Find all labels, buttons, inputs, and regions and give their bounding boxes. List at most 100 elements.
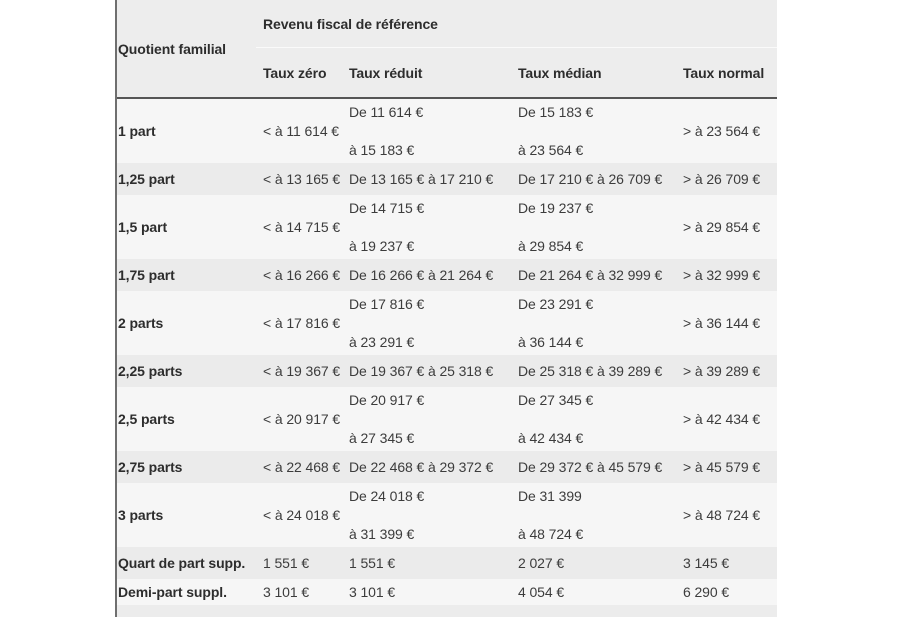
- cell-line: De 23 291 €: [518, 296, 594, 312]
- cell-line: 3 101 €: [349, 584, 396, 600]
- cell-line: De 17 210 € à 26 709 €: [518, 171, 663, 187]
- cell-line: à 27 345 €: [349, 430, 415, 446]
- cell-taux-median: 2 027 €: [511, 547, 676, 579]
- cell-line: à 48 724 €: [518, 526, 584, 542]
- column-header-taux-median: Taux médian: [518, 64, 602, 81]
- cell-taux-zero: < à 13 165 €: [263, 171, 341, 187]
- cell-taux-zero: < à 16 266 €: [263, 267, 341, 283]
- cell-line: 2 027 €: [518, 555, 565, 571]
- row-label: 2,25 parts: [118, 363, 183, 379]
- table-row: Demi-part suppl. 3 101 € 3 101 € 4 054 €…: [117, 579, 777, 605]
- cell-taux-median: De 27 345 € à 42 434 €: [511, 387, 676, 451]
- header-right-section: Revenu fiscal de référence Taux zéro Tau…: [256, 0, 777, 97]
- cell-line: De 11 614 €: [349, 104, 424, 120]
- cell-line: De 24 018 €: [349, 488, 425, 504]
- cell-line: De 31 399: [518, 488, 582, 504]
- row-label: 2,75 parts: [118, 459, 183, 475]
- cell-taux-normal: > à 32 999 €: [683, 267, 761, 283]
- cell-line: De 13 165 € à 17 210 €: [349, 171, 494, 187]
- row-label: 1 part: [118, 123, 156, 139]
- cell-line: De 29 372 € à 45 579 €: [518, 459, 663, 475]
- cell-taux-median: De 15 183 € à 23 564 €: [511, 99, 676, 163]
- cell-taux-median: 4 054 €: [511, 579, 676, 605]
- cell-taux-zero: < à 20 917 €: [263, 411, 341, 427]
- cell-line: à 31 399 €: [349, 526, 415, 542]
- corner-header-quotient-familial: Quotient familial: [118, 40, 226, 57]
- cell-taux-median: De 23 291 € à 36 144 €: [511, 291, 676, 355]
- cell-line: De 16 266 € à 21 264 €: [349, 267, 494, 283]
- cell-taux-reduit: De 17 816 € à 23 291 €: [342, 291, 511, 355]
- cell-line: De 14 715 €: [349, 200, 425, 216]
- column-header-taux-reduit: Taux réduit: [349, 64, 423, 81]
- row-label: 3 parts: [118, 507, 164, 523]
- cell-taux-reduit: 3 101 €: [342, 579, 511, 605]
- cell-taux-normal: 3 145 €: [683, 555, 730, 571]
- cell-taux-normal: > à 48 724 €: [683, 507, 761, 523]
- cell-line: 1 551 €: [349, 555, 396, 571]
- table-row: 1,5 part < à 14 715 € De 14 715 € à 19 23…: [117, 195, 777, 259]
- cell-taux-normal: > à 45 579 €: [683, 459, 761, 475]
- cell-line: De 17 816 €: [349, 296, 425, 312]
- table-row: 2 parts < à 17 816 € De 17 816 € à 23 291…: [117, 291, 777, 355]
- row-label: Quart de part supp.: [118, 555, 246, 571]
- cell-taux-zero: 1 551 €: [263, 555, 310, 571]
- cell-taux-normal: > à 23 564 €: [683, 123, 761, 139]
- cell-taux-normal: > à 42 434 €: [683, 411, 761, 427]
- row-label: 2,5 parts: [118, 411, 175, 427]
- cell-line: De 15 183 €: [518, 104, 594, 120]
- table-row: 2,25 parts < à 19 367 € De 19 367 € à 25…: [117, 355, 777, 387]
- cell-line: De 22 468 € à 29 372 €: [349, 459, 494, 475]
- cell-taux-normal: 6 290 €: [683, 584, 730, 600]
- cell-taux-zero: < à 19 367 €: [263, 363, 341, 379]
- cell-taux-zero: < à 11 614 €: [263, 123, 339, 139]
- cell-taux-reduit: De 16 266 € à 21 264 €: [342, 259, 511, 291]
- table-row: 3 parts < à 24 018 € De 24 018 € à 31 399…: [117, 483, 777, 547]
- cell-taux-reduit: De 22 468 € à 29 372 €: [342, 451, 511, 483]
- cell-taux-reduit: 1 551 €: [342, 547, 511, 579]
- cell-taux-zero: < à 17 816 €: [263, 315, 341, 331]
- cell-taux-median: De 31 399 à 48 724 €: [511, 483, 676, 547]
- row-label: 1,75 part: [118, 267, 175, 283]
- row-label: Demi-part suppl.: [118, 584, 227, 600]
- table-row: 1,75 part < à 16 266 € De 16 266 € à 21 …: [117, 259, 777, 291]
- table-row: 1 part < à 11 614 € De 11 614 € à 15 183 …: [117, 99, 777, 163]
- cell-line: à 23 291 €: [349, 334, 415, 350]
- cell-taux-zero: < à 24 018 €: [263, 507, 341, 523]
- cell-line: De 20 917 €: [349, 392, 425, 408]
- cell-taux-normal: > à 36 144 €: [683, 315, 761, 331]
- cell-line: à 42 434 €: [518, 430, 584, 446]
- cell-line: 4 054 €: [518, 584, 565, 600]
- cell-taux-reduit: De 24 018 € à 31 399 €: [342, 483, 511, 547]
- row-label: 1,5 part: [118, 219, 167, 235]
- cell-taux-zero: < à 22 468 €: [263, 459, 341, 475]
- cell-line: De 25 318 € à 39 289 €: [518, 363, 663, 379]
- cell-taux-reduit: De 14 715 € à 19 237 €: [342, 195, 511, 259]
- cell-taux-median: De 19 237 € à 29 854 €: [511, 195, 676, 259]
- table-row: 2,5 parts < à 20 917 € De 20 917 € à 27 3…: [117, 387, 777, 451]
- cell-taux-zero: < à 14 715 €: [263, 219, 341, 235]
- cell-line: à 15 183 €: [349, 142, 415, 158]
- cell-taux-normal: > à 26 709 €: [683, 171, 761, 187]
- cell-taux-reduit: De 20 917 € à 27 345 €: [342, 387, 511, 451]
- column-headers-row: Taux zéro Taux réduit Taux médian Taux n…: [256, 48, 777, 97]
- cell-line: De 19 237 €: [518, 200, 594, 216]
- table-body: 1 part < à 11 614 € De 11 614 € à 15 183 …: [117, 99, 777, 605]
- table-footer-band: [117, 605, 777, 617]
- cell-line: à 29 854 €: [518, 238, 584, 254]
- cell-line: De 27 345 €: [518, 392, 594, 408]
- column-header-taux-normal: Taux normal: [683, 64, 765, 81]
- cell-line: à 19 237 €: [349, 238, 415, 254]
- group-header-revenu-fiscal: Revenu fiscal de référence: [256, 0, 777, 48]
- table-header: Quotient familial Revenu fiscal de référ…: [117, 0, 777, 99]
- column-header-taux-zero: Taux zéro: [263, 64, 327, 81]
- tax-reference-table: Quotient familial Revenu fiscal de référ…: [115, 0, 777, 617]
- cell-line: à 23 564 €: [518, 142, 584, 158]
- cell-taux-reduit: De 19 367 € à 25 318 €: [342, 355, 511, 387]
- cell-taux-reduit: De 13 165 € à 17 210 €: [342, 163, 511, 195]
- cell-line: à 36 144 €: [518, 334, 584, 350]
- cell-line: De 19 367 € à 25 318 €: [349, 363, 494, 379]
- table-row: 2,75 parts < à 22 468 € De 22 468 € à 29…: [117, 451, 777, 483]
- cell-taux-normal: > à 39 289 €: [683, 363, 761, 379]
- table-row: Quart de part supp. 1 551 € 1 551 € 2 02…: [117, 547, 777, 579]
